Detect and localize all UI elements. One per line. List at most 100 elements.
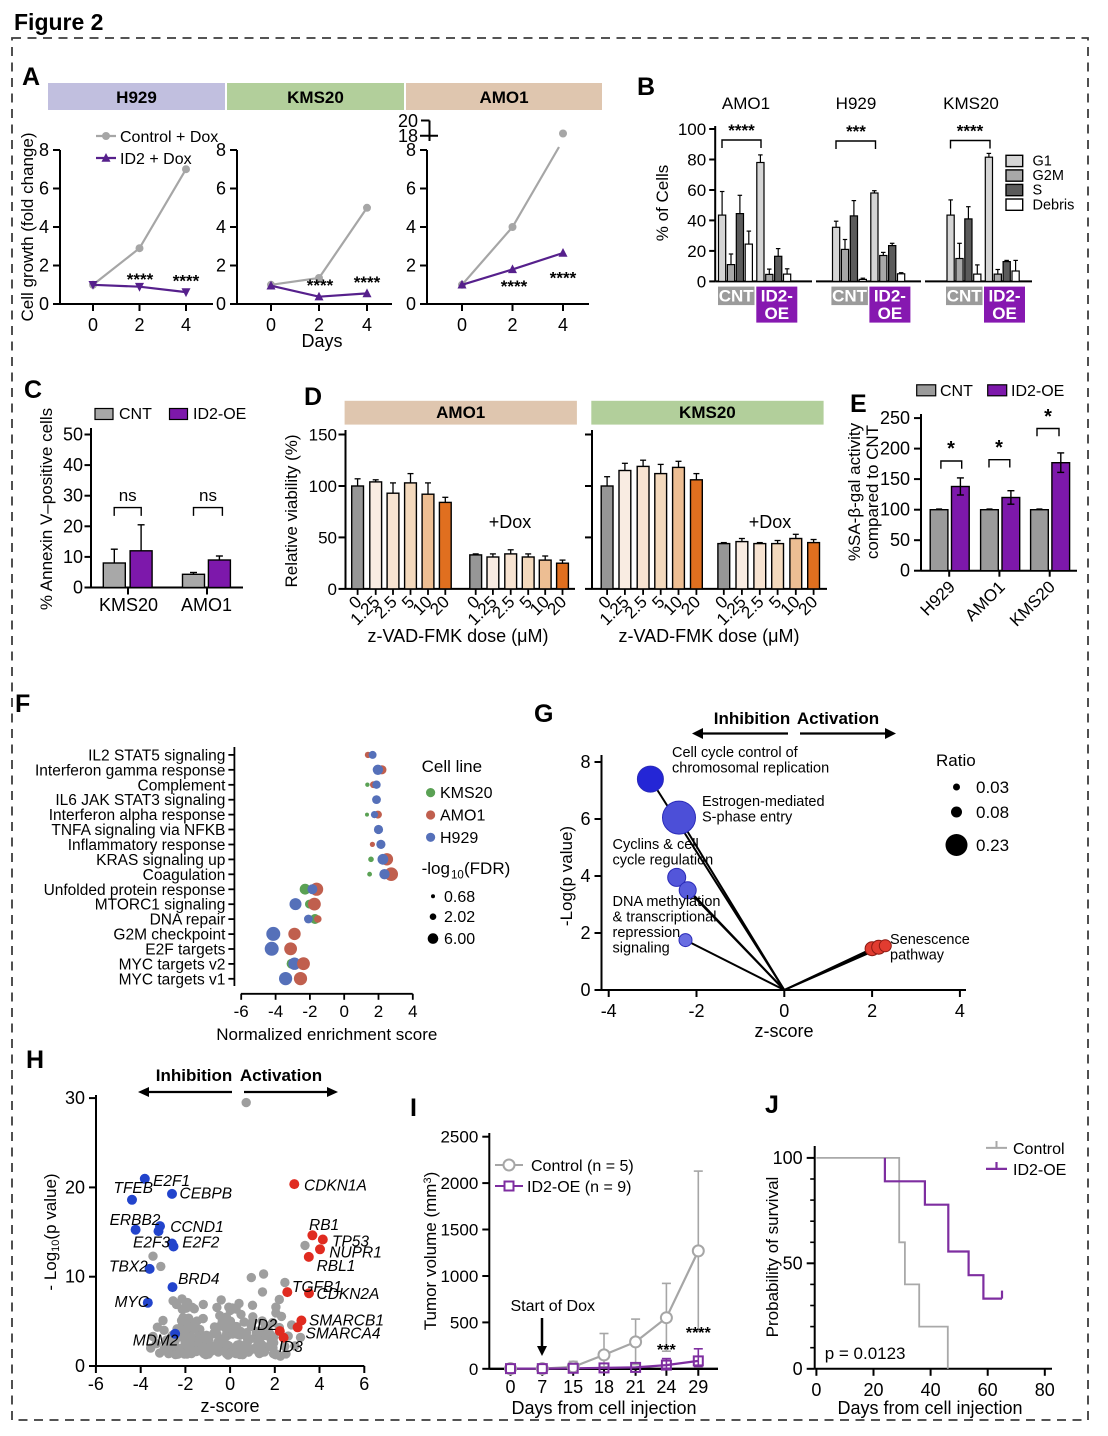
svg-text:C: C <box>24 376 42 404</box>
svg-text:-2: -2 <box>688 1001 704 1021</box>
svg-text:ID3: ID3 <box>279 1339 304 1356</box>
svg-text:CNT: CNT <box>947 286 983 305</box>
svg-text:-4: -4 <box>601 1001 617 1021</box>
svg-text:10: 10 <box>65 1267 85 1287</box>
svg-text:OE: OE <box>878 304 903 323</box>
svg-text:KMS20: KMS20 <box>287 88 344 107</box>
svg-text:250: 250 <box>880 408 910 428</box>
svg-text:****: **** <box>307 276 334 295</box>
svg-text:6: 6 <box>359 1374 369 1394</box>
svg-text:CDKN2A: CDKN2A <box>317 1286 380 1303</box>
svg-text:cycle regulation: cycle regulation <box>613 853 714 869</box>
svg-text:RB1: RB1 <box>309 1217 339 1234</box>
svg-text:z-score: z-score <box>200 1396 259 1416</box>
svg-text:24: 24 <box>656 1377 676 1397</box>
svg-text:repression: repression <box>613 925 681 941</box>
svg-text:AMO1: AMO1 <box>440 808 485 825</box>
svg-text:ERBB2: ERBB2 <box>110 1212 161 1229</box>
svg-text:4: 4 <box>216 217 226 237</box>
svg-text:BRD4: BRD4 <box>178 1271 220 1288</box>
svg-text:4: 4 <box>362 315 372 335</box>
svg-text:NUPR1: NUPR1 <box>329 1245 382 1262</box>
svg-text:1000: 1000 <box>440 1267 478 1286</box>
svg-text:+Dox: +Dox <box>489 512 532 532</box>
svg-text:Activation: Activation <box>797 709 879 728</box>
svg-text:****: **** <box>550 269 577 288</box>
svg-text:MYC: MYC <box>115 1294 150 1311</box>
svg-text:signaling: signaling <box>613 941 670 957</box>
svg-text:2: 2 <box>270 1374 280 1394</box>
svg-text:0: 0 <box>225 1374 235 1394</box>
svg-text:G2M checkpoint: G2M checkpoint <box>113 927 226 944</box>
svg-text:ns: ns <box>119 486 137 505</box>
svg-text:CCND1: CCND1 <box>170 1219 223 1236</box>
svg-text:100: 100 <box>309 477 337 496</box>
svg-text:0: 0 <box>266 315 276 335</box>
svg-text:0.08: 0.08 <box>976 803 1009 822</box>
svg-text:- Log10(p value): - Log10(p value) <box>41 1173 62 1290</box>
svg-text:KMS20: KMS20 <box>943 94 999 113</box>
svg-text:H: H <box>26 1046 44 1074</box>
svg-text:****: **** <box>127 270 154 289</box>
svg-text:S-phase entry: S-phase entry <box>702 810 793 826</box>
svg-text:AMO1: AMO1 <box>961 577 1009 625</box>
svg-text:ID2-OE: ID2-OE <box>1011 383 1064 400</box>
svg-text:OE: OE <box>992 304 1017 323</box>
svg-text:AMO1: AMO1 <box>479 88 528 107</box>
svg-text:0: 0 <box>779 1001 789 1021</box>
svg-text:AMO1: AMO1 <box>181 595 232 615</box>
svg-text:z-score: z-score <box>754 1021 813 1041</box>
svg-text:100: 100 <box>678 120 706 139</box>
svg-text:ID2 + Dox: ID2 + Dox <box>120 151 192 168</box>
svg-text:0: 0 <box>457 315 467 335</box>
svg-text:****: **** <box>501 277 528 296</box>
svg-text:10: 10 <box>63 547 83 567</box>
svg-text:MDM2: MDM2 <box>133 1333 179 1350</box>
svg-text:0: 0 <box>339 1002 348 1021</box>
svg-text:Normalized enrichment score: Normalized enrichment score <box>216 1025 437 1044</box>
svg-text:Start of Dox: Start of Dox <box>511 1298 595 1315</box>
svg-text:80: 80 <box>687 151 706 170</box>
svg-text:2: 2 <box>374 1002 383 1021</box>
svg-text:Complement: Complement <box>138 777 227 794</box>
svg-text:7: 7 <box>537 1377 547 1397</box>
svg-text:TFEB: TFEB <box>114 1180 154 1197</box>
svg-text:Control (n = 5): Control (n = 5) <box>531 1158 634 1175</box>
svg-text:4: 4 <box>39 217 49 237</box>
svg-text:z-VAD-FMK dose (μM): z-VAD-FMK dose (μM) <box>367 626 548 646</box>
svg-text:KMS20: KMS20 <box>440 785 493 802</box>
svg-text:-4: -4 <box>268 1002 283 1021</box>
svg-text:8: 8 <box>39 140 49 160</box>
svg-text:H929: H929 <box>116 88 157 107</box>
svg-text:0.68: 0.68 <box>444 889 475 906</box>
svg-text:OE: OE <box>765 304 790 323</box>
svg-text:0: 0 <box>75 1356 85 1376</box>
svg-text:2.5: 2.5 <box>488 592 518 622</box>
svg-text:DNA repair: DNA repair <box>150 912 226 929</box>
svg-text:KMS20: KMS20 <box>1006 577 1059 630</box>
svg-text:20: 20 <box>65 1177 85 1197</box>
svg-text:-Log(p value): -Log(p value) <box>557 826 576 926</box>
svg-text:E2F targets: E2F targets <box>145 942 225 959</box>
svg-text:60: 60 <box>978 1380 998 1400</box>
svg-text:40: 40 <box>63 455 83 475</box>
svg-text:2.02: 2.02 <box>444 909 475 926</box>
svg-text:& transcriptional: & transcriptional <box>613 910 717 926</box>
svg-text:0: 0 <box>900 561 910 581</box>
svg-text:Control + Dox: Control + Dox <box>120 129 218 146</box>
svg-text:ID2-OE: ID2-OE <box>1013 1162 1066 1179</box>
svg-text:(FDR): (FDR) <box>464 859 510 878</box>
svg-text:4: 4 <box>955 1001 965 1021</box>
svg-text:0: 0 <box>697 272 706 291</box>
svg-text:z-VAD-FMK dose (μM): z-VAD-FMK dose (μM) <box>618 626 799 646</box>
svg-text:Coagulation: Coagulation <box>143 867 226 884</box>
svg-text:2: 2 <box>39 256 49 276</box>
svg-text:ID2-: ID2- <box>761 286 793 305</box>
svg-text:2: 2 <box>134 315 144 335</box>
svg-text:Days: Days <box>301 331 342 351</box>
svg-text:E: E <box>850 390 867 418</box>
svg-text:Interferon alpha response: Interferon alpha response <box>49 807 226 824</box>
svg-text:0: 0 <box>811 1380 821 1400</box>
svg-text:2000: 2000 <box>440 1174 478 1193</box>
svg-text:-2: -2 <box>177 1374 193 1394</box>
